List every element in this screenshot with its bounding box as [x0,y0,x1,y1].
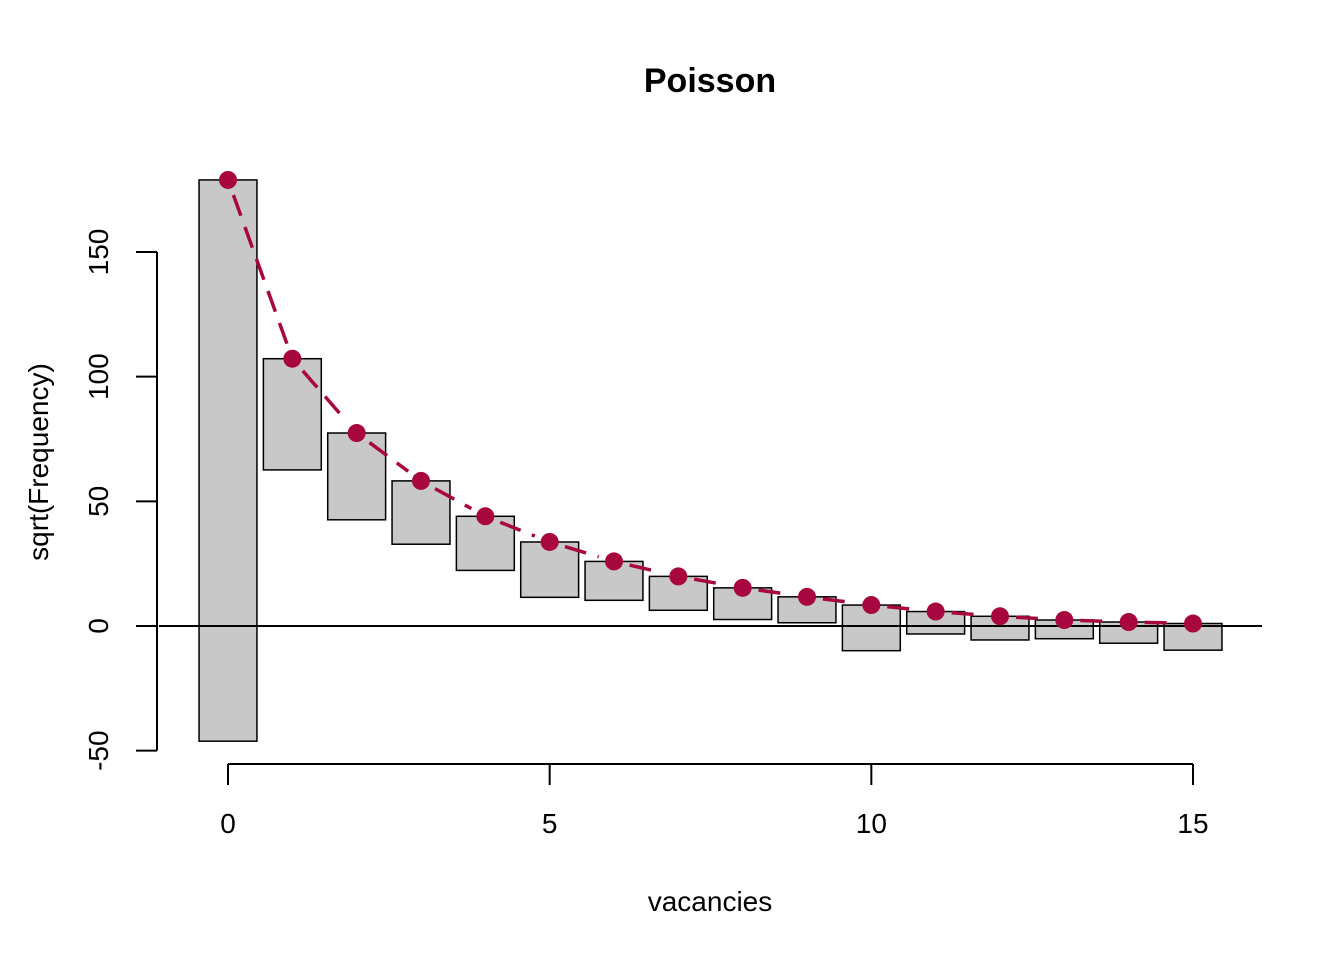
x-axis-label: vacancies [648,886,773,917]
fit-segment-8 [758,588,792,597]
bar-1 [262,357,323,471]
x-tick-label-5: 5 [542,808,558,839]
fit-point-8 [733,578,752,597]
fit-point-13 [1055,611,1074,630]
x-tick-label-0: 0 [220,808,236,839]
fit-segment-12 [1015,615,1049,621]
fit-point-12 [991,607,1009,626]
x-tick-label-15: 15 [1177,808,1208,839]
fit-segment-4 [499,520,536,538]
fitted-curve-group [219,170,1202,633]
fit-segment-2 [368,441,410,473]
fit-point-6 [605,552,623,571]
y-tick-label-100: 100 [83,353,114,400]
y-tick-label--50: -50 [83,730,114,770]
fit-point-9 [798,587,816,606]
fit-segment-7 [693,577,728,587]
fit-point-1 [283,349,302,368]
fit-point-10 [862,596,881,615]
bar-10 [841,604,902,652]
fit-point-3 [412,471,430,490]
y-tick-label-50: 50 [83,486,114,517]
fit-segment-6 [629,563,664,575]
fit-segment-3 [434,487,473,511]
y-axis: -50 0 50 100 150 [83,229,158,771]
fit-segment-1 [301,369,348,423]
fit-point-11 [926,602,945,621]
fit-point-14 [1119,613,1138,632]
fit-point-15 [1184,614,1202,633]
fit-segment-5 [564,544,600,559]
y-axis-label: sqrt(Frequency) [23,363,54,561]
y-tick-label-0: 0 [83,618,114,634]
x-axis: 0 5 10 15 [220,763,1209,839]
fit-segment-10 [887,604,920,612]
fit-point-2 [347,424,366,443]
chart-title: Poisson [644,62,776,100]
fit-point-5 [540,532,559,551]
fit-segment-9 [822,597,856,605]
x-tick-label-10: 10 [856,808,887,839]
fit-point-7 [669,567,688,586]
bar-0 [198,179,258,742]
y-tick-label-150: 150 [83,229,114,276]
fit-point-4 [476,507,495,526]
fit-segment-0 [231,194,289,345]
fit-segment-11 [951,610,985,617]
fit-point-0 [219,170,237,189]
bar-6 [584,560,644,602]
bar-5 [519,541,580,599]
fit-segment-13 [1080,618,1113,624]
bars-group [198,179,1223,742]
fit-segment-14 [1144,620,1178,625]
